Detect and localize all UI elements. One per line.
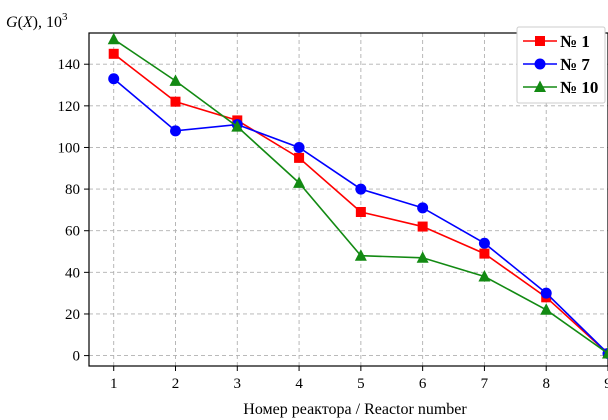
y-tick-label: 120	[58, 99, 81, 115]
x-tick-label: 7	[481, 376, 489, 392]
data-point	[107, 32, 120, 45]
x-tick-label: 8	[542, 376, 550, 392]
legend-item: № 10	[523, 78, 598, 97]
data-point	[478, 237, 490, 249]
data-point	[294, 152, 305, 163]
legend: № 1 № 7 № 10	[516, 26, 606, 104]
y-axis-title: G(X), 103	[6, 11, 68, 31]
x-tick-label: 4	[295, 376, 303, 392]
data-point	[170, 125, 181, 137]
series-3	[107, 32, 608, 359]
x-tick-label: 6	[419, 376, 427, 392]
data-point	[108, 48, 119, 59]
data-point	[540, 287, 552, 299]
x-tick-label: 3	[234, 376, 242, 392]
plot-frame	[88, 32, 608, 367]
legend-label: № 1	[560, 32, 590, 51]
x-tick-label: 5	[357, 376, 365, 392]
legend-label: № 7	[560, 55, 590, 74]
data-point	[355, 183, 367, 195]
series-layer	[107, 32, 608, 360]
y-tick-label: 40	[65, 265, 80, 281]
y-tick-label: 60	[65, 224, 80, 240]
y-axis-title-exponent: 3	[62, 11, 68, 23]
legend-marker	[534, 80, 546, 92]
y-axis-title-prefix: ), 10	[33, 14, 62, 31]
x-axis-title: Номер реактора / Reactor number	[243, 401, 467, 418]
data-point	[293, 141, 305, 153]
data-point	[293, 176, 306, 188]
data-point	[355, 206, 366, 217]
data-point	[170, 96, 181, 107]
data-point	[354, 249, 367, 261]
x-tick-label: 9	[604, 376, 608, 392]
y-tick-label: 80	[65, 182, 80, 198]
legend-marker	[534, 58, 546, 70]
data-point	[602, 347, 608, 359]
x-tick-label: 1	[110, 376, 118, 392]
y-tick-label: 140	[58, 57, 81, 73]
y-tick-label: 0	[73, 349, 81, 365]
data-point	[540, 303, 553, 315]
data-point	[417, 221, 428, 232]
y-tick-label: 100	[58, 140, 81, 156]
legend-item: № 7	[523, 55, 590, 74]
data-point	[479, 248, 490, 259]
y-tick-label: 20	[65, 307, 80, 323]
data-point	[231, 120, 244, 132]
data-point	[478, 270, 491, 282]
data-point	[416, 251, 429, 263]
legend-item: № 1	[523, 32, 590, 51]
data-point	[108, 73, 120, 85]
x-tick-label: 2	[172, 376, 180, 392]
legend-label: № 10	[560, 78, 598, 97]
data-point	[169, 74, 182, 86]
legend-marker	[535, 36, 545, 46]
axis-ticks: 1 2 3 4 5 6 7 8 9 0 20 40 60 80 100 120 140	[58, 57, 608, 392]
data-point	[417, 202, 429, 214]
